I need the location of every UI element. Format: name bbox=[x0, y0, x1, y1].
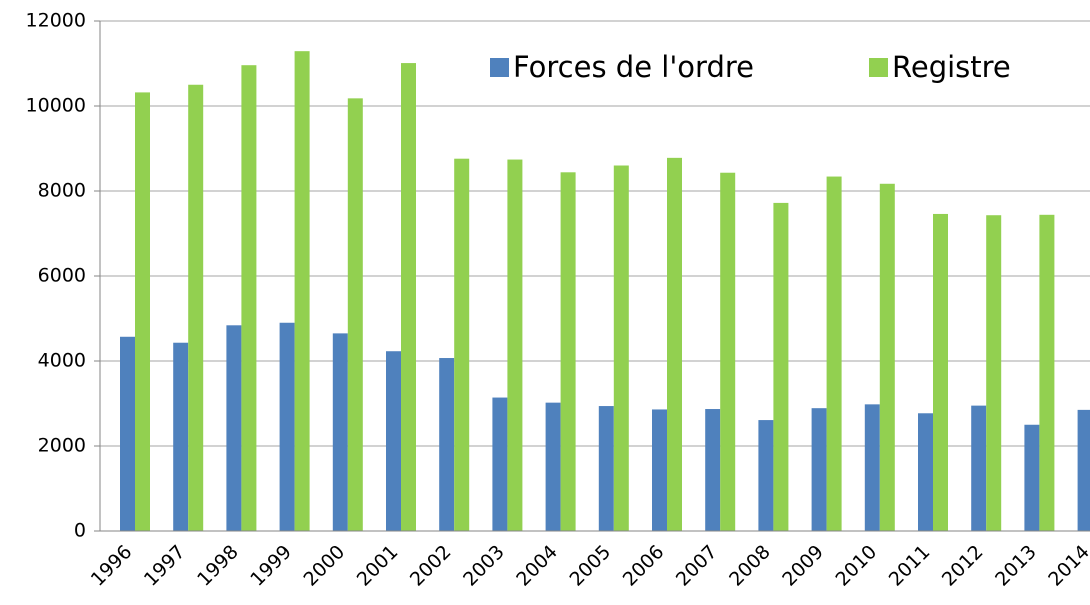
x-tick-label: 2008 bbox=[725, 541, 775, 591]
x-tick-label: 2002 bbox=[406, 541, 456, 591]
bar bbox=[1077, 409, 1090, 531]
y-tick-label: 4000 bbox=[38, 350, 86, 372]
bar bbox=[720, 172, 736, 531]
x-tick-label: 1997 bbox=[140, 541, 190, 591]
bar bbox=[439, 358, 455, 531]
bar bbox=[864, 404, 880, 531]
bar bbox=[598, 406, 614, 531]
x-tick-label: 1998 bbox=[193, 541, 243, 591]
x-tick-label: 2013 bbox=[991, 541, 1041, 591]
bar bbox=[971, 405, 987, 531]
y-tick-label: 12000 bbox=[26, 10, 86, 32]
bar bbox=[652, 409, 667, 531]
legend-text: Registre bbox=[892, 50, 1011, 84]
bar bbox=[1024, 424, 1040, 531]
bar bbox=[758, 420, 774, 531]
bar bbox=[294, 51, 310, 532]
y-tick-label: 10000 bbox=[26, 95, 86, 117]
bar bbox=[386, 351, 401, 531]
bar bbox=[401, 63, 416, 531]
bar bbox=[667, 157, 682, 531]
y-tick-label: 8000 bbox=[38, 180, 86, 202]
legend-swatch bbox=[869, 58, 888, 77]
bar bbox=[773, 202, 789, 531]
x-tick-label: 1999 bbox=[246, 541, 296, 591]
x-tick-label: 2003 bbox=[459, 541, 509, 591]
bar bbox=[347, 98, 363, 531]
bar bbox=[135, 92, 150, 532]
y-tick-label: 0 bbox=[74, 520, 86, 542]
bar bbox=[226, 325, 242, 531]
bar bbox=[918, 413, 933, 531]
bar bbox=[613, 165, 629, 531]
bar bbox=[332, 333, 348, 531]
y-tick-label: 2000 bbox=[38, 435, 86, 457]
bar bbox=[705, 409, 721, 531]
legend-text: Forces de l'ordre bbox=[513, 50, 754, 84]
bar bbox=[173, 342, 189, 531]
legend-swatch bbox=[490, 58, 509, 77]
x-tick-label: 2009 bbox=[778, 541, 828, 591]
bar bbox=[560, 172, 576, 532]
bar bbox=[492, 397, 508, 531]
bar bbox=[933, 213, 948, 531]
bar bbox=[826, 176, 842, 532]
x-tick-label: 2006 bbox=[619, 541, 669, 591]
bar bbox=[279, 322, 295, 531]
x-tick-label: 2000 bbox=[299, 541, 349, 591]
bar bbox=[241, 65, 257, 531]
bar bbox=[507, 159, 523, 532]
x-tick-label: 2012 bbox=[938, 541, 988, 591]
x-tick-label: 2005 bbox=[565, 541, 615, 591]
bar bbox=[454, 158, 470, 531]
x-tick-label: 2004 bbox=[512, 541, 562, 591]
bar bbox=[879, 183, 895, 531]
bar bbox=[120, 336, 135, 531]
bar bbox=[1039, 214, 1055, 532]
x-tick-label: 2010 bbox=[831, 541, 881, 591]
x-tick-label: 2001 bbox=[353, 541, 403, 591]
x-tick-label: 1996 bbox=[87, 541, 137, 591]
y-tick-label: 6000 bbox=[38, 265, 86, 287]
x-tick-label: 2014 bbox=[1044, 541, 1090, 591]
bar bbox=[188, 84, 204, 531]
bar bbox=[986, 215, 1002, 531]
x-tick-label: 2011 bbox=[885, 541, 935, 591]
x-tick-label: 2007 bbox=[672, 541, 722, 591]
bar bbox=[811, 408, 827, 531]
bar bbox=[545, 402, 561, 531]
